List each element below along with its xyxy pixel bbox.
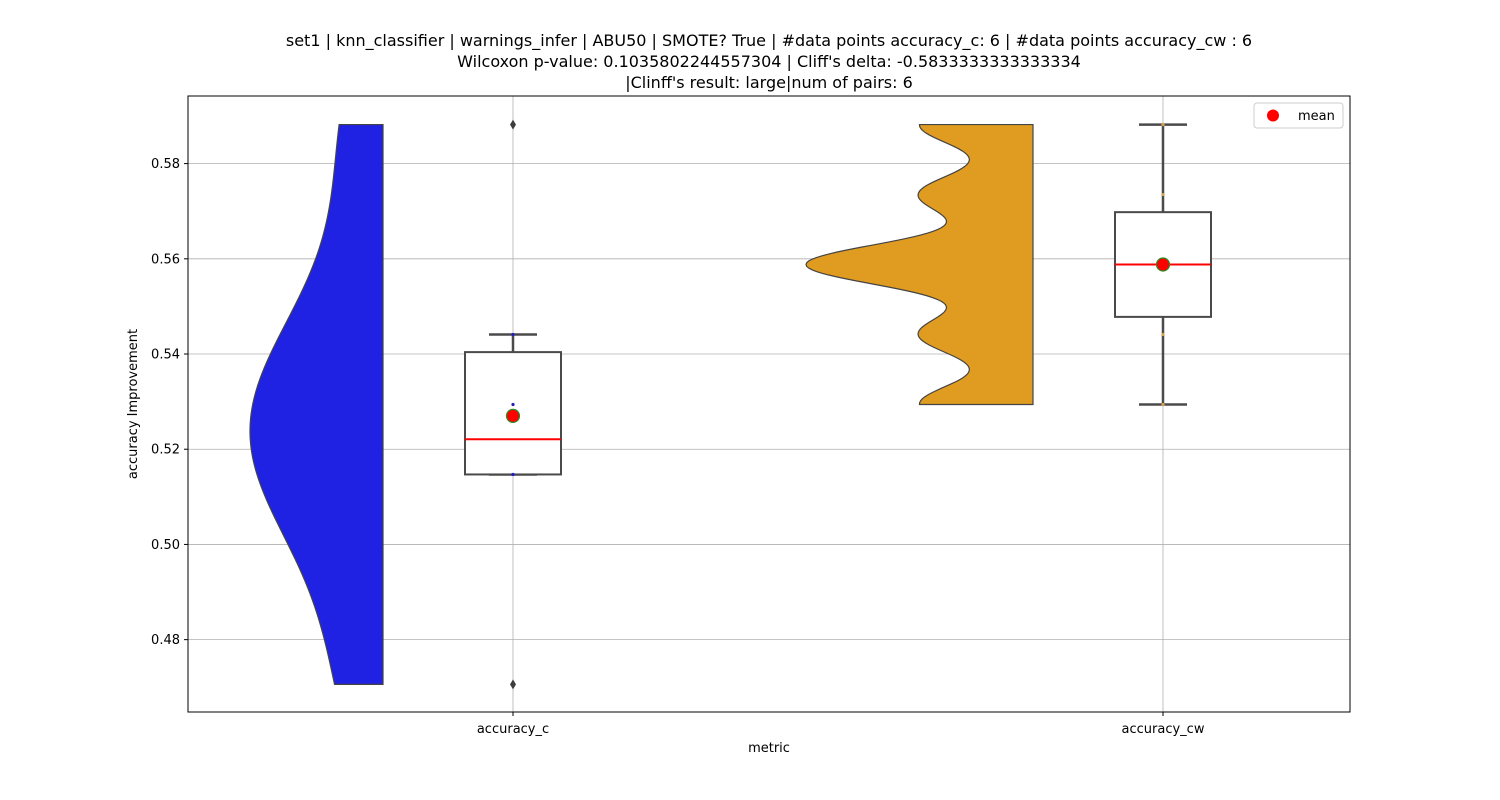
legend: mean — [1253, 102, 1344, 129]
legend-mean-label: mean — [1298, 109, 1335, 124]
data-point — [511, 472, 515, 477]
boxplots — [464, 119, 1212, 690]
data-point — [1161, 192, 1165, 197]
x-axis-ticks: accuracy_c accuracy_cw — [477, 712, 1205, 737]
y-tick-label: 0.58 — [151, 157, 180, 172]
x-tick-label: accuracy_cw — [1122, 722, 1205, 737]
y-tick-label: 0.52 — [151, 443, 180, 458]
violin-accuracy_c — [249, 123, 384, 685]
violins — [249, 123, 1034, 685]
data-point — [511, 402, 515, 407]
title-line-2: Wilcoxon p-value: 0.1035802244557304 | C… — [457, 52, 1081, 71]
legend-mean-marker — [1267, 109, 1279, 122]
y-tick-label: 0.48 — [151, 633, 180, 648]
plot-frame — [187, 95, 1351, 713]
title-line-3: |Clinff's result: large|num of pairs: 6 — [625, 73, 913, 92]
y-tick-label: 0.54 — [151, 348, 180, 363]
data-point — [1161, 402, 1165, 407]
y-tick-label: 0.50 — [151, 538, 180, 553]
data-point — [1161, 332, 1165, 337]
x-axis-label: metric — [748, 741, 790, 756]
mean-marker — [1155, 257, 1171, 272]
data-point — [511, 332, 515, 337]
y-axis-ticks: 0.48 0.50 0.52 0.54 0.56 0.58 — [151, 157, 188, 648]
mean-marker — [505, 408, 521, 424]
outlier-marker — [510, 119, 516, 130]
title-line-1: set1 | knn_classifier | warnings_infer |… — [286, 31, 1252, 51]
data-point — [1161, 122, 1165, 127]
violin-accuracy_cw — [805, 123, 1034, 406]
chart-title: set1 | knn_classifier | warnings_infer |… — [286, 31, 1252, 92]
x-tick-label: accuracy_c — [477, 722, 549, 737]
outlier-marker — [510, 679, 516, 690]
legend-frame — [1253, 102, 1344, 129]
y-tick-label: 0.56 — [151, 252, 180, 267]
y-axis-label: accuracy Improvement — [126, 329, 141, 479]
